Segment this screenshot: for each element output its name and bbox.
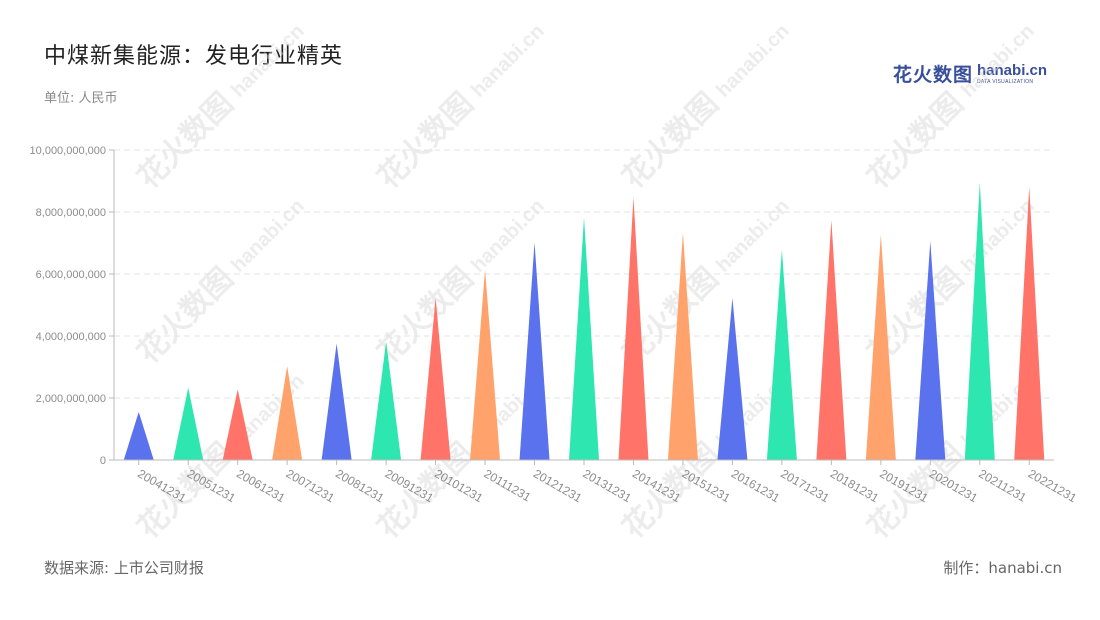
x-tick-label: 20111231 <box>482 466 534 504</box>
watermark-en-text: hanabi.cn <box>227 20 309 102</box>
chart-title: 中煤新集能源：发电行业精英 <box>44 44 344 69</box>
bar-triangle <box>816 220 847 460</box>
bar-triangle <box>766 249 797 460</box>
bar-triangle <box>569 217 599 460</box>
y-tick-label: 0 <box>100 455 106 467</box>
x-tick-label: 20061231 <box>234 466 288 505</box>
y-tick-label: 8,000,000,000 <box>36 207 106 219</box>
x-tick-label: 20121231 <box>531 466 585 505</box>
bar-triangle <box>222 389 253 460</box>
bar-triangle <box>173 387 204 460</box>
brand-logo: 花火数图 hanabi.cn DATA VISUALIZATION <box>893 60 1047 87</box>
x-tick-label: 20081231 <box>333 466 387 505</box>
x-tick-label: 20071231 <box>284 466 338 505</box>
x-tick-label: 20161231 <box>729 466 783 505</box>
bar-marks <box>123 182 1045 461</box>
watermark-cn-text: 花火数图 <box>616 86 726 196</box>
x-tick-label: 20211231 <box>976 466 1029 505</box>
watermark-cn-text: 花火数图 <box>131 261 241 371</box>
x-tick-label: 20131231 <box>581 466 635 505</box>
watermark-en-text: hanabi.cn <box>467 195 549 277</box>
unit-label: 单位: 人民币 <box>44 91 118 106</box>
y-tick-label: 10,000,000,000 <box>30 145 106 157</box>
bar-triangle <box>420 298 451 460</box>
y-axis-ticks: 0 2,000,000,000 4,000,000,000 6,000,000,000… <box>30 145 114 467</box>
bar-triangle <box>519 242 550 460</box>
bar-triangle <box>667 232 698 460</box>
watermark-en-text: hanabi.cn <box>467 20 549 102</box>
bar-triangle <box>123 411 154 460</box>
bar-triangle <box>717 298 748 460</box>
credit-text: 制作：hanabi.cn <box>943 559 1062 577</box>
watermark-cn-text: 花火数图 <box>371 86 481 196</box>
bar-triangle <box>272 366 303 460</box>
bar-triangle <box>470 269 501 460</box>
x-tick-label: 20171231 <box>778 466 832 505</box>
watermark-en-text: hanabi.cn <box>227 195 309 277</box>
data-source: 数据来源: 上市公司财报 <box>44 559 204 577</box>
x-tick-label: 20221231 <box>1026 466 1080 505</box>
bar-triangle <box>964 182 995 461</box>
logo-en-text: hanabi.cn <box>977 61 1048 79</box>
y-tick-label: 4,000,000,000 <box>36 331 106 343</box>
y-tick-label: 2,000,000,000 <box>36 393 106 405</box>
logo-en-block: hanabi.cn DATA VISUALIZATION <box>977 63 1047 85</box>
x-tick-label: 20181231 <box>828 466 882 505</box>
bar-triangle <box>371 341 402 460</box>
watermark-cn-text: 花火数图 <box>861 86 971 196</box>
bar-triangle <box>321 343 352 460</box>
bar-triangle <box>618 197 649 460</box>
logo-cn-text: 花火数图 <box>893 64 974 86</box>
y-tick-label: 6,000,000,000 <box>36 269 106 281</box>
logo-en-subtext: DATA VISUALIZATION <box>977 78 1034 85</box>
bar-triangle <box>915 241 946 460</box>
watermark-en-text: hanabi.cn <box>957 20 1039 102</box>
watermark-en-text: hanabi.cn <box>712 20 794 102</box>
watermark-cn-text: 花火数图 <box>131 86 241 196</box>
bar-triangle <box>865 234 896 460</box>
bar-triangle <box>1014 186 1045 460</box>
